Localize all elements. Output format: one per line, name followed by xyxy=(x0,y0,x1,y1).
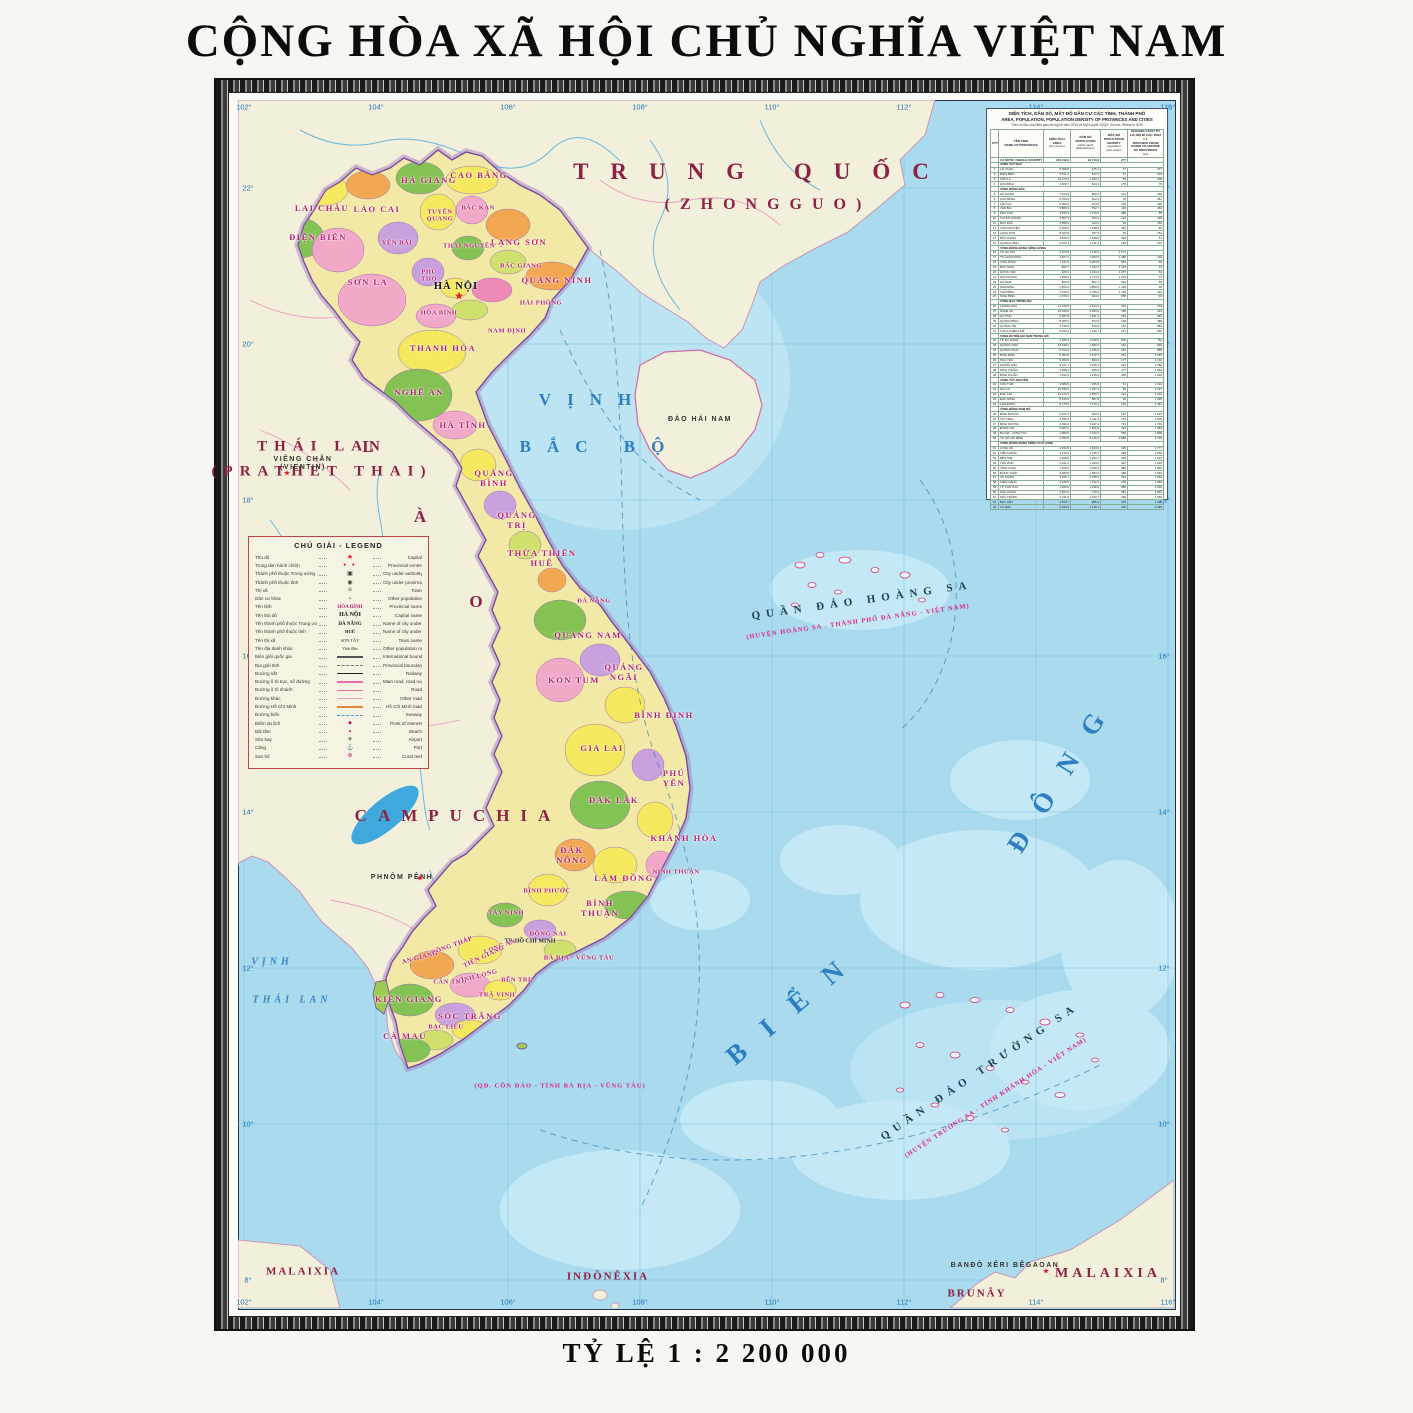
legend-symbol-ln-hcm xyxy=(329,704,371,709)
legend-symbol-dot: • xyxy=(349,595,351,602)
legend-symbol-beach: ▴ xyxy=(348,728,352,735)
phu-quoc-island xyxy=(372,979,391,1015)
legend-symbol-ln-int xyxy=(329,654,371,659)
legend-symbol-ln-sea xyxy=(329,712,371,717)
legend-item: Điểm du lịch ◆ Point of interest xyxy=(255,720,422,727)
legend-item: Thành phố thuộc Trung ương ▣ City under au… xyxy=(255,571,422,578)
col-distance: KHOẢNG CÁCH TỪ HÀ NỘI ĐI CÁC TỈNH LỴ DIST… xyxy=(1127,128,1164,159)
table-row: 8 YÊN BÁI 6 886.3 792.7 115 183 xyxy=(990,205,1164,212)
scale-label: TỶ LỆ 1 : 2 200 000 xyxy=(562,1338,851,1368)
legend-symbol-t-city: HUẾ xyxy=(345,629,355,635)
table-row: 2 ĐIỆN BIÊN 9 541.2 547.4 57 504 xyxy=(990,171,1164,178)
legend-item: Bãi tắm ▴ Beach xyxy=(255,728,422,735)
hoang-sa-islands xyxy=(791,552,926,608)
legend-symbol-sq: ▣ xyxy=(347,571,353,578)
legend-symbol-coral: ❂ xyxy=(347,753,353,760)
legend-item: Cảng ⚓ Port xyxy=(255,745,422,752)
table-source: Theo số liệu của Niên giám thống kê năm … xyxy=(1011,123,1143,127)
table-row: 58 KIÊN GIANG 6 348.5 1 762.3 278 1 980 xyxy=(990,479,1164,486)
col-stt: STT xyxy=(990,128,999,159)
legend-symbol-star: ★ xyxy=(346,554,354,562)
legend-item: Đường Hồ Chí Minh Hồ Chí Minh road xyxy=(255,703,422,709)
legend-title: CHÚ GIẢI - LEGEND xyxy=(294,541,383,550)
legend-symbol-ln-rail xyxy=(329,671,371,676)
natuna-islands xyxy=(592,1289,620,1308)
col-density: MẬT ĐỘ POPULATION DENSITY (người/km²) (per… xyxy=(1100,128,1128,159)
legend-item: Đường ô tô trục, số đường Main road, road… xyxy=(255,679,422,685)
legend-item: Tên tỉnh HÒA BÌNH Provincial name xyxy=(255,604,422,610)
con-dao-island xyxy=(516,1042,528,1050)
legend-symbol-port: ⚓ xyxy=(346,745,354,752)
legend-symbol-poi: ◆ xyxy=(348,720,352,727)
borneo-land xyxy=(949,1179,1174,1308)
legend-item: San hô ❂ Coral reef xyxy=(255,753,422,760)
legend-item: Dân cư khác • Other population xyxy=(255,595,422,602)
legend-item: Sân bay ✈ Airport xyxy=(255,737,422,744)
legend-symbol-t-gov: ĐÀ NẴNG xyxy=(338,621,362,627)
legend-item: Thủ đô ★ Capital xyxy=(255,554,422,562)
malaysia-west-land xyxy=(238,1239,341,1308)
legend-item: Tên địa danh khác Vĩnh Bảo Other populatio… xyxy=(255,645,422,651)
legend-symbol-dots: ● ● xyxy=(343,562,357,569)
legend-symbol-ln-road xyxy=(329,687,371,692)
legend-symbol-t-town: SƠN TÂY xyxy=(340,637,360,643)
table-row: 47 BÌNH DƯƠNG 2 694.4 1 947.2 723 1 749 xyxy=(990,421,1164,427)
legend-item: Thành phố thuộc tỉnh◉City under provinci… xyxy=(255,579,422,586)
table-row: 41 GIA LAI 15 536.9 1 397.4 90 1 037 xyxy=(990,386,1164,393)
table-row: 56 ĐỒNG THÁP 3 383.8 1 684.3 498 1 892 xyxy=(990,470,1164,476)
legend-item: Đường sắt Railway xyxy=(255,670,422,676)
statistics-table: DIỆN TÍCH, DÂN SỐ, MẬT ĐỘ DÂN CƯ CÁC TỈN… xyxy=(986,108,1168,511)
table-row: 63 CÀ MAU 5 294.9 1 218.1 230 2 085 xyxy=(990,504,1164,511)
table-title-vi: DIỆN TÍCH, DÂN SỐ, MẬT ĐỘ DÂN CƯ CÁC TỈN… xyxy=(1008,111,1146,116)
truong-sa-islands xyxy=(896,992,1099,1133)
legend-item: Tên thành phố thuộc tỉnh HUẾ Name of city … xyxy=(255,629,422,635)
table-row: 51 LONG AN 4 494.8 1 484.6 330 1 777 xyxy=(990,445,1164,452)
legend-symbol-ln-prov xyxy=(329,663,371,668)
hainan-island xyxy=(634,349,763,479)
legend-item: Tên thủ đô HÀ NỘI Capital name xyxy=(255,612,422,619)
table-row: 3 SƠN LA 14 174.4 1 182.4 83 308 xyxy=(990,176,1164,183)
legend-item: Thị xã ⊙ Town xyxy=(255,587,422,594)
col-name: TÊN TỈNH NAME OF PROVINCES xyxy=(998,128,1044,159)
legend-item: Đường biển Seaway xyxy=(255,712,422,718)
legend-item: Tên thị xã SƠN TÂY Town name xyxy=(255,637,422,643)
table-row: 33 QUẢNG NAM 10 438.4 1 480.3 142 820 xyxy=(990,342,1164,349)
legend-symbol-ring: ◉ xyxy=(347,579,353,586)
legend-item: Trung tâm hành chính ● ● Provincial centre xyxy=(255,562,422,569)
legend-item: Đường ô tô nhánh Road xyxy=(255,687,422,693)
legend-symbol-ln-other xyxy=(329,696,371,701)
table-grid: STT TÊN TỈNH NAME OF PROVINCES DIỆN TÍCH A… xyxy=(990,128,1164,511)
legend-item: Tên thành phố thuộc Trung ương ĐÀ NẴNG Nam… xyxy=(255,621,422,627)
tonle-sap-lake xyxy=(351,785,419,845)
col-pop: DÂN SỐ POPULATION (nghìn người) (thousand … xyxy=(1070,128,1101,159)
page-title: CỘNG HÒA XÃ HỘI CHỦ NGHĨA VIỆT NAM xyxy=(185,15,1228,67)
maritime-boundaries xyxy=(539,249,1101,1211)
legend-symbol-t-other: Vĩnh Bảo xyxy=(342,645,358,651)
legend-item: Địa giới tỉnh Provincial boundary xyxy=(255,662,422,668)
legend-box: CHÚ GIẢI - LEGEND Thủ đô ★ Capital Trung tâ… xyxy=(248,536,429,769)
table-row: 25 NINH BÌNH 1 378.1 944.4 685 93 xyxy=(990,293,1164,300)
table-title-en: AREA, POPULATION, POPULATION DENSITY OF … xyxy=(1001,117,1153,122)
legend-symbol-smring: ⊙ xyxy=(347,587,353,594)
legend-symbol-ln-rmain xyxy=(329,679,371,684)
legend-symbol-t-prov: HÒA BÌNH xyxy=(337,604,363,610)
table-row: 52 TIỀN GIANG 2 510.5 1 728.7 689 1 800 xyxy=(990,450,1164,457)
legend-symbol-air: ✈ xyxy=(347,737,353,744)
col-area: DIỆN TÍCH AREA (km²) (sq.km) xyxy=(1043,128,1071,159)
legend-item: Đường khác Other road xyxy=(255,695,422,701)
legend-symbol-t-cap: HÀ NỘI xyxy=(339,612,361,619)
table-row: 46 TÂY NINH 4 032.6 1 111.5 276 1 809 xyxy=(990,416,1164,423)
